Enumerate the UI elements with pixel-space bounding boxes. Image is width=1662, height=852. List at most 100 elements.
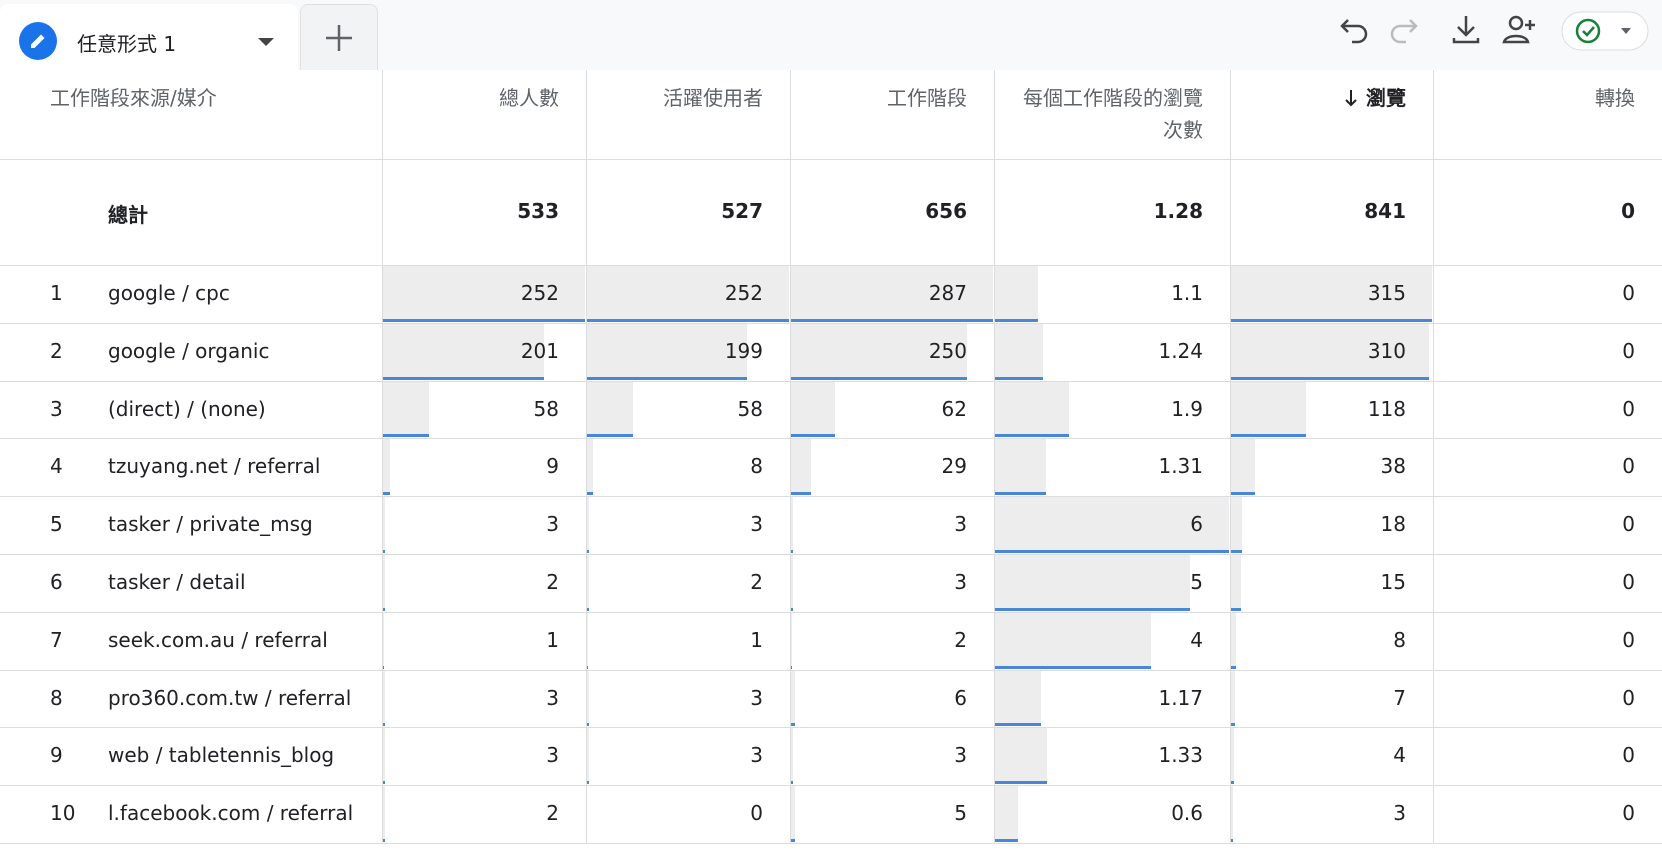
data-table: 工作階段來源/媒介 總人數 活躍使用者 工作階段 每個工作階段的瀏覽次數 瀏覽 轉換 總計 53… <box>0 70 1662 852</box>
cell-bar <box>383 728 386 785</box>
column-header: 每個工作階段的瀏覽次數 <box>1023 86 1203 142</box>
cell-value: 29 <box>941 454 967 479</box>
check-icon <box>1575 18 1601 44</box>
cell-value: 3 <box>1393 801 1406 826</box>
cell-bar <box>791 439 812 496</box>
cell-bar <box>1231 381 1307 438</box>
cell-value: 201 <box>520 338 559 363</box>
total-value: 1.28 <box>1153 199 1203 223</box>
cell-bar <box>1231 786 1233 842</box>
cell-value: 3 <box>954 743 967 768</box>
divider <box>0 159 1662 160</box>
cell-value: 1.31 <box>1158 454 1203 479</box>
total-value: 0 <box>1621 199 1635 223</box>
check-mark <box>1582 26 1595 37</box>
cell-value: 6 <box>1190 512 1203 537</box>
cell-bar <box>995 786 1019 842</box>
cell-bar <box>587 555 589 611</box>
cell-value: 1.24 <box>1158 338 1203 363</box>
cell-value: 250 <box>928 338 967 363</box>
cell-value: 0 <box>1622 512 1635 537</box>
cell-bar <box>1231 612 1237 669</box>
cell-value: 18 <box>1380 512 1406 537</box>
cell-value: 252 <box>724 280 763 305</box>
cell-value: 6 <box>954 685 967 710</box>
cell-value: 3 <box>546 512 559 537</box>
share-icon[interactable] <box>1502 15 1535 44</box>
cell-value: 0 <box>750 801 763 826</box>
status-dropdown <box>1621 28 1631 34</box>
divider <box>0 265 1662 266</box>
divider <box>0 380 1662 382</box>
plus-icon <box>326 25 352 51</box>
row-index: 1 <box>50 280 63 305</box>
cell-value: 8 <box>750 454 763 479</box>
cell-value: 1.1 <box>1171 280 1203 305</box>
cell-bar <box>995 323 1044 380</box>
cell-bar <box>995 670 1041 727</box>
cell-bar <box>1231 266 1432 322</box>
cell-value: 0 <box>1622 801 1635 826</box>
cell-bar <box>791 381 835 438</box>
cell-value: 0 <box>1622 569 1635 594</box>
cell-value: 0 <box>1622 454 1635 479</box>
cell-value: 0 <box>1622 685 1635 710</box>
column-header: 工作階段 <box>887 86 967 110</box>
cell-bar <box>383 266 585 322</box>
cell-bar <box>791 670 796 727</box>
cell-value: 0 <box>1622 627 1635 652</box>
cell-value: 58 <box>737 396 763 421</box>
cell-value: 9 <box>546 454 559 479</box>
tab[interactable]: 任意形式 1 <box>0 4 298 70</box>
undo-icon[interactable] <box>1340 19 1368 44</box>
cell-bar <box>1231 555 1241 611</box>
cell-value: 0 <box>1622 743 1635 768</box>
row-label: pro360.com.tw / referral <box>108 685 352 710</box>
cell-bar <box>587 323 747 380</box>
row-index: 9 <box>50 743 63 768</box>
tab-title[interactable]: 任意形式 1 <box>77 32 177 56</box>
edit-icon[interactable] <box>18 21 58 61</box>
column-divider <box>1433 70 1434 843</box>
cell-value: 2 <box>954 627 967 652</box>
cell-value: 15 <box>1380 569 1406 594</box>
divider <box>0 785 1662 787</box>
cell-bar <box>791 497 794 553</box>
cell-value: 315 <box>1367 280 1406 305</box>
cell-bar <box>383 670 386 727</box>
dropdown-icon[interactable] <box>256 36 276 48</box>
cell-bar <box>995 612 1151 669</box>
row-label: l.facebook.com / referral <box>108 801 354 826</box>
cell-bar <box>383 786 385 842</box>
cell-bar <box>383 612 384 669</box>
row-label: tasker / detail <box>108 569 246 594</box>
cell-value: 2 <box>546 569 559 594</box>
divider <box>0 669 1662 671</box>
cell-bar <box>587 612 588 669</box>
cell-value: 287 <box>928 280 967 305</box>
cell-value: 0 <box>1622 338 1635 363</box>
status-button[interactable] <box>1561 11 1649 51</box>
column-header: 瀏覽 <box>1366 86 1406 110</box>
cell-value: 5 <box>954 801 967 826</box>
cell-value: 2 <box>750 569 763 594</box>
cell-value: 3 <box>750 743 763 768</box>
cell-bar <box>587 266 789 322</box>
download-icon[interactable] <box>1452 16 1480 44</box>
row-index: 6 <box>50 569 63 594</box>
cell-bar <box>995 728 1047 785</box>
cell-bar <box>995 497 1229 553</box>
cell-bar <box>791 728 794 785</box>
column-divider <box>1230 70 1231 843</box>
toolbar-icons <box>1340 11 1649 51</box>
row-index: 10 <box>50 801 76 826</box>
redo-icon[interactable] <box>1390 19 1418 44</box>
cell-value: 118 <box>1367 396 1406 421</box>
add-tab-button[interactable] <box>300 4 378 70</box>
toolbar: 任意形式 1 <box>0 0 1662 70</box>
cell-bar <box>1231 670 1236 727</box>
column-divider <box>382 70 383 843</box>
divider <box>0 611 1662 613</box>
row-label: google / organic <box>108 338 270 363</box>
